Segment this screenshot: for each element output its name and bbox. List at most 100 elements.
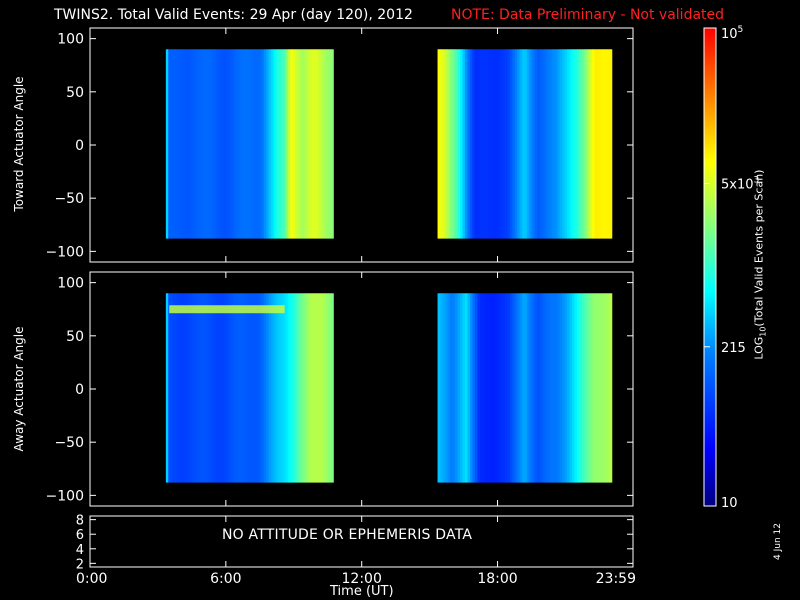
- heatmap-column: [437, 49, 441, 239]
- heatmap-column: [331, 49, 334, 239]
- colorbar-tick-label: 10: [721, 496, 738, 511]
- heatmap-column: [499, 49, 503, 239]
- heatmap-column: [185, 49, 188, 239]
- x-tick-label: 6:00: [210, 571, 241, 587]
- heatmap-column: [467, 49, 471, 239]
- heatmap-column: [307, 293, 310, 483]
- heatmap-column: [596, 49, 600, 239]
- heatmap-column: [192, 293, 195, 483]
- heatmap-column: [514, 49, 518, 239]
- heatmap-column: [449, 293, 453, 483]
- heatmap-column: [509, 293, 513, 483]
- heatmap-column: [596, 293, 600, 483]
- heatmap-column: [522, 49, 526, 239]
- heatmap-column: [599, 49, 603, 239]
- heatmap-column: [512, 49, 516, 239]
- heatmap-column: [477, 49, 481, 239]
- heatmap-column: [285, 293, 289, 483]
- heatmap-column: [180, 293, 183, 483]
- heatmap-column: [194, 293, 198, 483]
- heatmap-column: [494, 293, 498, 483]
- heatmap-column: [497, 293, 501, 483]
- heatmap-column: [182, 293, 186, 483]
- heatmap-column: [206, 293, 210, 483]
- heatmap-column: [175, 49, 179, 239]
- date-stamp: 4 Jun 12: [773, 523, 783, 560]
- heatmap-column: [601, 49, 605, 239]
- colorbar-tick-label: 5x103: [721, 175, 759, 192]
- heatmap-column: [247, 293, 251, 483]
- heatmap-column: [196, 293, 200, 483]
- heatmap-column: [311, 293, 315, 483]
- heatmap-column: [275, 293, 279, 483]
- heatmap-column: [213, 293, 217, 483]
- heatmap-column: [479, 293, 483, 483]
- heatmap-column: [477, 293, 481, 483]
- heatmap-column: [242, 49, 246, 239]
- heatmap-column: [285, 49, 289, 239]
- heatmap-column: [509, 49, 513, 239]
- heatmap-column: [290, 293, 294, 483]
- heatmap-column: [220, 49, 224, 239]
- y-axis-label-away: Away Actuator Angle: [12, 326, 26, 452]
- heatmap-column: [519, 293, 523, 483]
- heatmap-column: [606, 49, 610, 239]
- heatmap-column: [223, 293, 227, 483]
- heatmap-column: [304, 49, 308, 239]
- heatmap-column: [574, 293, 578, 483]
- heatmap-column: [564, 49, 568, 239]
- heatmap-column: [256, 293, 260, 483]
- colorbar-label: LOG10(Total Valid Events per Scan): [752, 145, 767, 385]
- y-axis-label-toward: Toward Actuator Angle: [12, 76, 26, 212]
- heatmap-column: [168, 49, 172, 239]
- heatmap-column: [447, 293, 451, 483]
- heatmap-column: [452, 293, 456, 483]
- heatmap-column: [170, 293, 174, 483]
- heatmap-column: [562, 49, 565, 239]
- heatmap-column: [467, 293, 471, 483]
- heatmap-column: [283, 49, 286, 239]
- heatmap-column: [586, 49, 590, 239]
- heatmap-column: [584, 49, 588, 239]
- heatmap-column: [216, 49, 219, 239]
- heatmap-column: [519, 49, 523, 239]
- y-tick-label: −100: [46, 488, 84, 504]
- heatmap-column: [452, 49, 456, 239]
- heatmap-column: [235, 293, 239, 483]
- heatmap-column: [440, 293, 443, 483]
- heatmap-column: [507, 49, 511, 239]
- heatmap-column: [295, 49, 298, 239]
- heatmap-column: [549, 49, 553, 239]
- heatmap-column: [271, 293, 274, 483]
- heatmap-column: [309, 49, 313, 239]
- heatmap-column: [213, 49, 217, 239]
- heatmap-column: [539, 49, 543, 239]
- heatmap-column: [304, 293, 308, 483]
- heatmap-column: [278, 293, 282, 483]
- y-tick-label: 50: [66, 329, 84, 345]
- y-tick-label: 100: [57, 32, 84, 48]
- heatmap-column: [321, 49, 325, 239]
- heatmap-column: [252, 49, 255, 239]
- heatmap-column: [564, 293, 568, 483]
- heatmap-column: [497, 49, 501, 239]
- heatmap-column: [482, 293, 486, 483]
- heatmap-column: [259, 49, 262, 239]
- heatmap-column: [594, 49, 598, 239]
- heatmap-column: [482, 49, 486, 239]
- heatmap-column: [232, 293, 236, 483]
- heatmap-column: [569, 49, 573, 239]
- heatmap-column: [314, 49, 318, 239]
- heatmap-column: [268, 49, 272, 239]
- heatmap-column: [271, 49, 274, 239]
- heatmap-column: [469, 49, 473, 239]
- heatmap-column: [442, 293, 446, 483]
- heatmap-column: [489, 293, 493, 483]
- heatmap-column: [529, 49, 533, 239]
- no-data-annotation: NO ATTITUDE OR EPHEMERIS DATA: [222, 527, 473, 543]
- heatmap-column: [445, 293, 448, 483]
- heatmap-column: [194, 49, 198, 239]
- heatmap-column: [492, 293, 496, 483]
- heatmap-column: [204, 49, 207, 239]
- heatmap-column: [177, 49, 181, 239]
